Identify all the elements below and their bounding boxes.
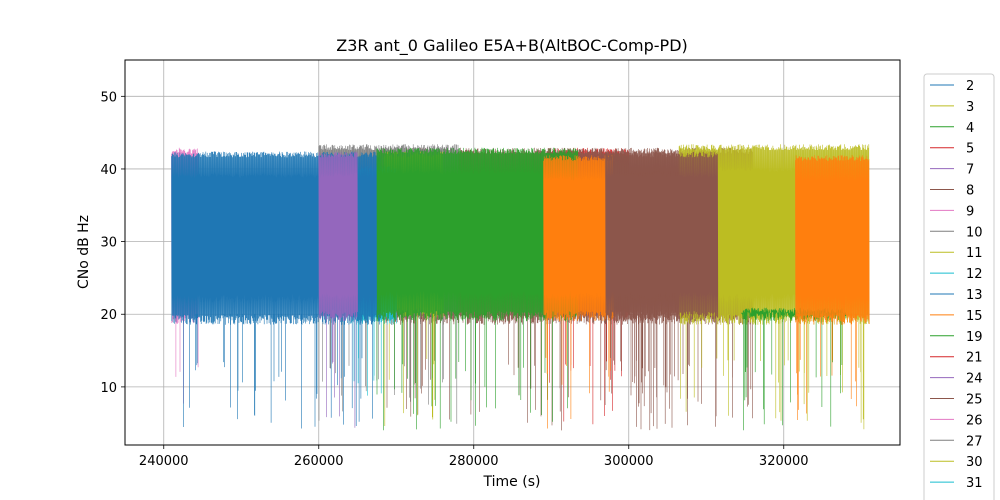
x-tick-label: 240000 (139, 454, 189, 469)
series-36-dips (376, 310, 568, 431)
x-tick-label: 280000 (449, 454, 499, 469)
x-tick-label: 260000 (294, 454, 344, 469)
series-38-segment (605, 151, 719, 431)
series-37-dips (796, 313, 857, 420)
legend-label-24: 24 (966, 372, 983, 387)
series-34-segment (318, 151, 358, 428)
series-37-trace (543, 155, 614, 322)
series-30-dips (680, 313, 865, 430)
legend-label-8: 8 (966, 184, 974, 199)
legend-label-15: 15 (966, 309, 983, 324)
legend-label-2: 2 (966, 79, 974, 94)
series-layer (171, 144, 870, 431)
series-26-dips (175, 313, 199, 404)
series-36-trace (740, 307, 847, 322)
legend-label-11: 11 (966, 246, 983, 261)
legend-label-4: 4 (966, 121, 974, 136)
series-37-trace (795, 155, 870, 325)
legend-label-9: 9 (966, 204, 974, 219)
legend-label-30: 30 (966, 455, 983, 470)
legend-label-3: 3 (966, 100, 974, 115)
chart-title: Z3R ant_0 Galileo E5A+B(AltBOC-Comp-PD) (336, 36, 688, 56)
y-axis-label: CNo dB Hz (76, 215, 92, 289)
y-tick-label: 20 (100, 308, 117, 323)
y-tick-label: 40 (100, 163, 117, 178)
y-tick-label: 50 (100, 90, 117, 105)
legend-label-31: 31 (966, 476, 983, 491)
legend-label-12: 12 (966, 267, 983, 282)
series-33-dips (183, 313, 373, 429)
legend-label-25: 25 (966, 393, 983, 408)
legend-label-5: 5 (966, 142, 974, 157)
legend-label-10: 10 (966, 225, 983, 240)
x-axis: 240000 260000 280000 300000 320000 (139, 445, 809, 469)
x-tick-label: 320000 (759, 454, 809, 469)
legend: 2 3 4 5 7 8 9 10 11 12 13 15 19 21 24 25 26 27 30 31 (923, 73, 995, 500)
plot-frame (124, 59, 901, 446)
x-axis-label: Time (s) (483, 474, 541, 490)
legend-label-13: 13 (966, 288, 983, 303)
series-38-dips (605, 310, 716, 431)
legend-label-26: 26 (966, 413, 983, 428)
series-31-dips (353, 313, 382, 396)
x-tick-label: 300000 (604, 454, 654, 469)
series-34-trace (318, 151, 358, 322)
legend-label-19: 19 (966, 330, 983, 345)
series-38-trace (605, 151, 719, 322)
legend-box (923, 73, 995, 500)
legend-label-7: 7 (966, 163, 974, 178)
series-37-segment (795, 155, 870, 420)
y-axis: 10 20 30 40 50 (100, 90, 125, 396)
series-27-dips (318, 306, 458, 424)
y-tick-label: 30 (100, 236, 117, 251)
legend-label-21: 21 (966, 351, 983, 366)
series-34-dips (326, 310, 356, 428)
y-tick-label: 10 (100, 381, 117, 396)
legend-label-27: 27 (966, 434, 983, 449)
